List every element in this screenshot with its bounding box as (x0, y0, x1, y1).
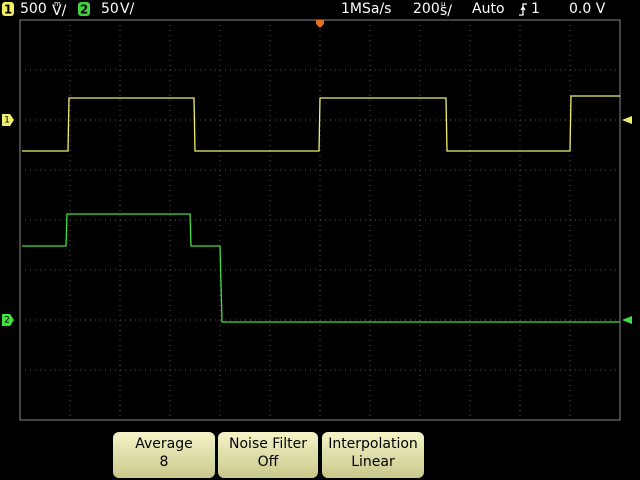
ch1-prefix: m (54, 0, 61, 8)
ch2-marker-label: 2 (4, 316, 10, 326)
ch1-badge (2, 2, 14, 16)
timebase-value: 200 (413, 1, 440, 17)
softkey-title[interactable]: Noise Filter (229, 436, 307, 452)
ch1-scale: 500 (20, 1, 47, 17)
softkey-value[interactable]: 8 (160, 454, 169, 470)
softkey-button[interactable] (218, 432, 318, 478)
ch1-ground-marker (2, 114, 14, 126)
ch2-trace (22, 213, 620, 323)
trigger-position-marker (316, 20, 324, 28)
timebase-prefix: µ (441, 0, 446, 8)
ch2-level-arrow (622, 316, 632, 324)
softkey-button[interactable] (322, 432, 424, 478)
ch2-badge (78, 2, 90, 16)
trigger-mode: Auto (472, 1, 505, 17)
trigger-level: 0.0 V (569, 1, 606, 17)
ch1-unit: V/ (52, 3, 67, 19)
graticule (19, 19, 621, 421)
ch2-scale: 50 (101, 1, 119, 17)
trigger-source: 1 (531, 1, 540, 17)
softkey-title[interactable]: Interpolation (328, 436, 418, 452)
ch1-trace (22, 95, 620, 152)
softkey-title[interactable]: Average (135, 436, 193, 452)
ch1-marker-label: 1 (4, 116, 10, 126)
softkey-value[interactable]: Linear (351, 454, 395, 470)
ch1-trigger-level-arrow (622, 116, 632, 124)
timebase-unit: s/ (440, 3, 452, 19)
softkey[interactable]: Average 8 (113, 432, 215, 478)
ch1-label: 1 (4, 3, 12, 17)
ch2-ground-marker (2, 314, 14, 326)
softkey[interactable]: Noise Filter Off (218, 432, 318, 478)
softkey[interactable]: Interpolation Linear (322, 432, 424, 478)
trigger-edge-icon (519, 3, 527, 16)
sample-rate: 1MSa/s (341, 1, 391, 17)
ch2-unit: V/ (120, 1, 135, 17)
ch2-label: 2 (80, 3, 88, 17)
softkey-value[interactable]: Off (258, 454, 279, 470)
softkey-button[interactable] (113, 432, 215, 478)
